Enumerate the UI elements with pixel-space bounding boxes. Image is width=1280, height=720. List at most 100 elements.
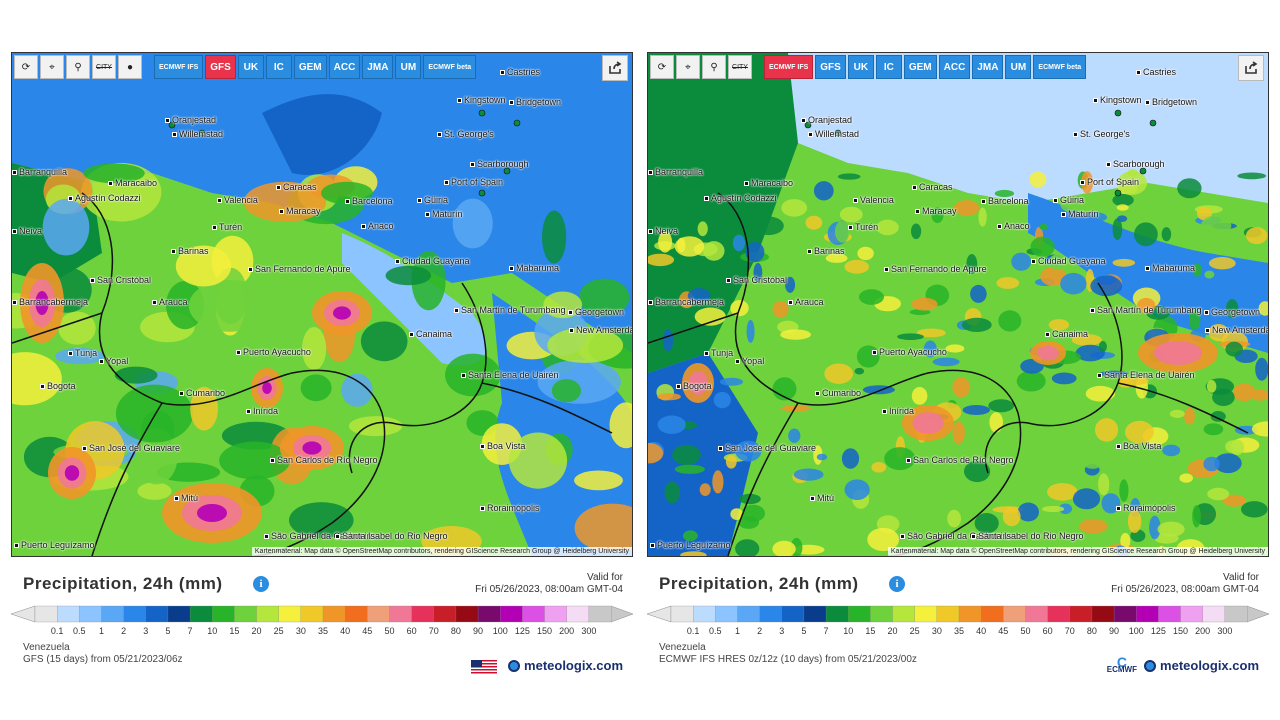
city-label[interactable]: Boa Vista — [1116, 441, 1161, 451]
model-tab-ecmwf-beta[interactable]: ECMWF beta — [1033, 55, 1087, 79]
city-label[interactable]: São Gabriel da Cachoeira — [264, 531, 375, 541]
model-tab-gfs[interactable]: GFS — [205, 55, 236, 79]
zoom-icon[interactable]: ⚲ — [702, 55, 726, 79]
city-label[interactable]: Willemstad — [808, 129, 859, 139]
city-label[interactable]: Inírida — [246, 406, 278, 416]
model-tab-uk[interactable]: UK — [237, 55, 264, 79]
city-label[interactable]: Castries — [1136, 67, 1176, 77]
city-label[interactable]: Inírida — [882, 406, 914, 416]
city-toggle-icon[interactable]: CITY — [728, 55, 752, 79]
city-label[interactable]: Scarborough — [1106, 159, 1165, 169]
city-label[interactable]: Puerto Leguízamo — [14, 540, 95, 550]
city-label[interactable]: San José del Guaviare — [82, 443, 180, 453]
city-label[interactable]: San Fernando de Apure — [248, 264, 351, 274]
dot-icon[interactable]: ● — [118, 55, 142, 79]
city-label[interactable]: Caracas — [912, 182, 953, 192]
city-label[interactable]: São Gabriel da Cachoeira — [900, 531, 1011, 541]
model-tab-gem[interactable]: GEM — [293, 55, 327, 79]
city-label[interactable]: San Carlos de Río Negro — [906, 455, 1014, 465]
gfs-map[interactable]: ⟳ ⌖ ⚲ CITY ● ECMWF IFS GFS UK IC GEM ACC JMA UM ECMWF… — [11, 52, 633, 557]
share-icon[interactable] — [602, 55, 628, 81]
city-label[interactable]: Barinas — [807, 246, 845, 256]
ecmwf-map[interactable]: ⟳ ⌖ ⚲ CITY ECMWF IFS GFS UK IC GEM ACC JMA UM ECMWF … — [647, 52, 1269, 557]
city-label[interactable]: Canaima — [1045, 329, 1088, 339]
city-label[interactable]: Bridgetown — [1145, 97, 1197, 107]
city-label[interactable]: St. George's — [1073, 129, 1130, 139]
city-label[interactable]: San Martín de Turumbang — [1090, 305, 1202, 315]
city-label[interactable]: Yopal — [99, 356, 128, 366]
model-tab-um[interactable]: UM — [1005, 55, 1032, 79]
city-label[interactable]: Georgetown — [568, 307, 624, 317]
city-label[interactable]: San Martín de Turumbang — [454, 305, 566, 315]
city-label[interactable]: Güiria — [417, 195, 448, 205]
info-icon[interactable]: i — [889, 576, 905, 592]
model-tab-uk[interactable]: UK — [847, 55, 874, 79]
city-label[interactable]: Barcelona — [981, 196, 1029, 206]
zoom-icon[interactable]: ⚲ — [66, 55, 90, 79]
city-label[interactable]: Bogota — [40, 381, 76, 391]
model-tab-gfs[interactable]: GFS — [815, 55, 846, 79]
city-label[interactable]: Castries — [500, 67, 540, 77]
refresh-icon[interactable]: ⟳ — [14, 55, 38, 79]
city-label[interactable]: Roraimópolis — [480, 503, 540, 513]
city-label[interactable]: San Fernando de Apure — [884, 264, 987, 274]
city-label[interactable]: Valencia — [217, 195, 258, 205]
model-tab-ic[interactable]: IC — [875, 55, 902, 79]
city-label[interactable]: Turén — [212, 222, 242, 232]
city-label[interactable]: Maturín — [425, 209, 463, 219]
city-label[interactable]: Güiria — [1053, 195, 1084, 205]
model-tab-ecmwf-ifs[interactable]: ECMWF IFS — [764, 55, 814, 79]
model-tab-um[interactable]: UM — [395, 55, 422, 79]
model-tab-ecmwf-beta[interactable]: ECMWF beta — [423, 55, 477, 79]
model-tab-acc[interactable]: ACC — [938, 55, 971, 79]
city-label[interactable]: Puerto Ayacucho — [872, 347, 947, 357]
city-label[interactable]: Willemstad — [172, 129, 223, 139]
info-icon[interactable]: i — [253, 576, 269, 592]
city-label[interactable]: San Cristóbal — [90, 275, 151, 285]
city-label[interactable]: Santa Isabel do Rio Negro — [971, 531, 1084, 541]
city-label[interactable]: Scarborough — [470, 159, 529, 169]
city-label[interactable]: Anaco — [997, 221, 1030, 231]
city-label[interactable]: Maturín — [1061, 209, 1099, 219]
city-label[interactable]: Ciudad Guayana — [1031, 256, 1106, 266]
city-label[interactable]: San Carlos de Río Negro — [270, 455, 378, 465]
model-tab-gem[interactable]: GEM — [903, 55, 937, 79]
city-label[interactable]: Mabaruma — [509, 263, 559, 273]
model-tab-jma[interactable]: JMA — [972, 55, 1004, 79]
city-label[interactable]: Valencia — [853, 195, 894, 205]
city-label[interactable]: Maracaibo — [744, 178, 793, 188]
city-label[interactable]: Arauca — [788, 297, 824, 307]
model-tab-ic[interactable]: IC — [265, 55, 292, 79]
city-label[interactable]: Barcelona — [345, 196, 393, 206]
city-label[interactable]: Neiva — [12, 226, 42, 236]
city-label[interactable]: Tunja — [704, 348, 733, 358]
refresh-icon[interactable]: ⟳ — [650, 55, 674, 79]
city-label[interactable]: Santa Elena de Uairén — [461, 370, 559, 380]
city-label[interactable]: Canaima — [409, 329, 452, 339]
city-label[interactable]: Puerto Leguízamo — [650, 540, 731, 550]
city-label[interactable]: New Amsterdam — [569, 325, 632, 335]
city-label[interactable]: St. George's — [437, 129, 494, 139]
city-label[interactable]: Turén — [848, 222, 878, 232]
city-label[interactable]: Barranquilla — [12, 167, 67, 177]
share-icon[interactable] — [1238, 55, 1264, 81]
model-tab-ecmwf-ifs[interactable]: ECMWF IFS — [154, 55, 204, 79]
location-pin-icon[interactable]: ⌖ — [40, 55, 64, 79]
city-label[interactable]: Maracay — [915, 206, 957, 216]
city-label[interactable]: Maracay — [279, 206, 321, 216]
city-label[interactable]: San Cristóbal — [726, 275, 787, 285]
city-label[interactable]: Mitú — [174, 493, 198, 503]
city-label[interactable]: Georgetown — [1204, 307, 1260, 317]
city-label[interactable]: Port of Spain — [1080, 177, 1139, 187]
city-label[interactable]: Maracaibo — [108, 178, 157, 188]
city-label[interactable]: Tunja — [68, 348, 97, 358]
city-label[interactable]: Cumaribo — [179, 388, 225, 398]
city-label[interactable]: Santa Isabel do Rio Negro — [335, 531, 448, 541]
city-label[interactable]: Puerto Ayacucho — [236, 347, 311, 357]
city-label[interactable]: Barranquilla — [648, 167, 703, 177]
brand-logo[interactable]: meteologix.com — [1144, 658, 1259, 673]
city-label[interactable]: Ciudad Guayana — [395, 256, 470, 266]
city-label[interactable]: Yopal — [735, 356, 764, 366]
city-label[interactable]: Boa Vista — [480, 441, 525, 451]
city-label[interactable]: Arauca — [152, 297, 188, 307]
